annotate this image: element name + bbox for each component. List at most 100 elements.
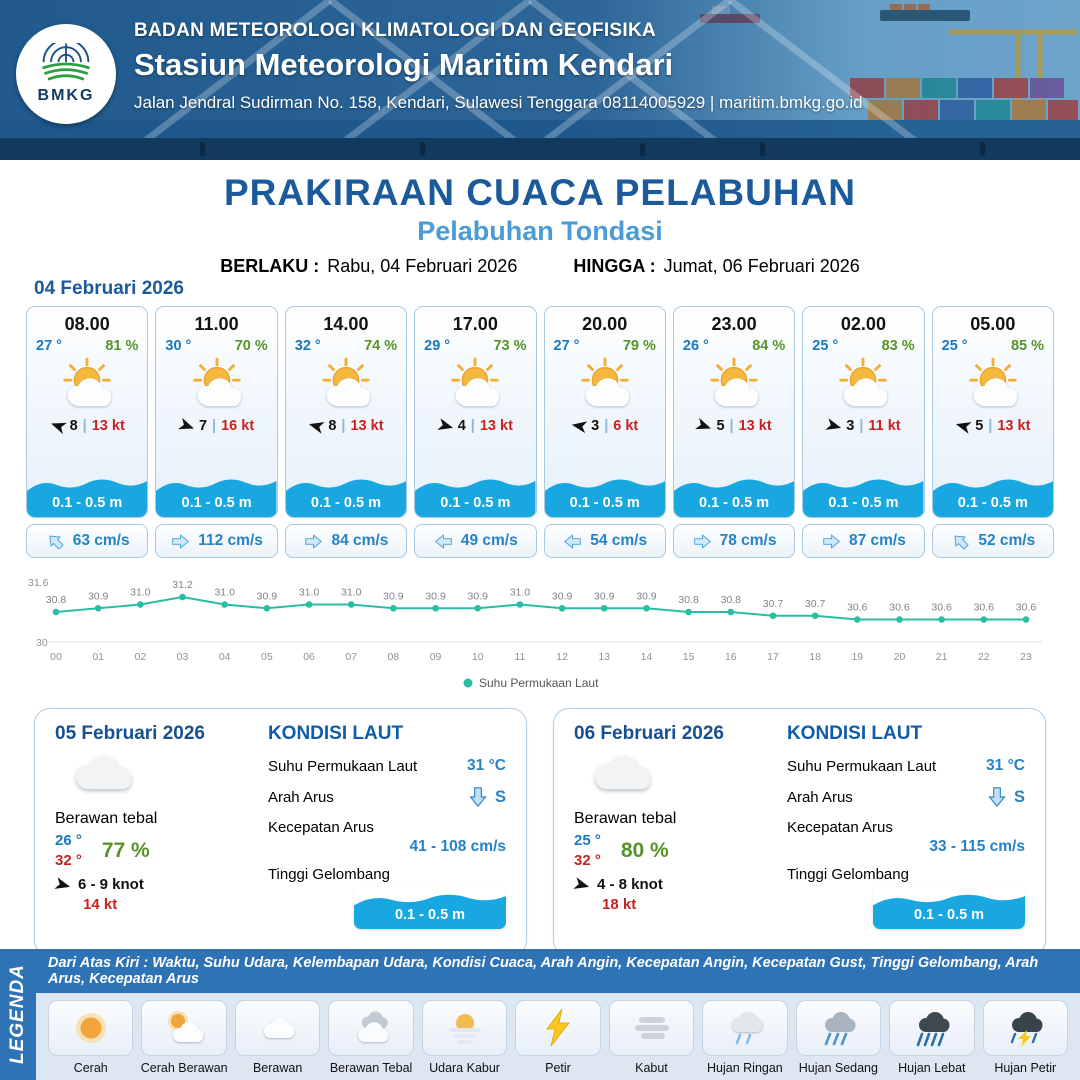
sun-icon bbox=[75, 1013, 106, 1043]
wave-height-value: 0.1 - 0.5 m bbox=[181, 495, 252, 511]
partly-cloudy-icon bbox=[50, 356, 124, 414]
thunderstorm-icon bbox=[1011, 1012, 1043, 1047]
wind-separator: | bbox=[212, 418, 217, 434]
svg-text:30.6: 30.6 bbox=[889, 602, 910, 614]
svg-text:30.9: 30.9 bbox=[383, 590, 404, 602]
wind-speed: 16 kt bbox=[221, 418, 255, 434]
wave-height-box: 0.1 - 0.5 m bbox=[873, 887, 1025, 929]
sun-cloud-icon bbox=[168, 1011, 204, 1042]
wave-height-value: 0.1 - 0.5 m bbox=[569, 495, 640, 511]
current-direction-icon bbox=[693, 533, 711, 549]
forecast-time: 11.00 bbox=[194, 314, 239, 334]
temps-row: 25 ° 32 ° 80 % bbox=[574, 832, 777, 869]
air-temp: 30 ° bbox=[165, 338, 192, 354]
sst-value: 31 °C bbox=[986, 757, 1025, 774]
current-direction-icon bbox=[305, 533, 323, 549]
partly-cloudy-icon bbox=[697, 356, 771, 414]
title-block: PRAKIRAAN CUACA PELABUHAN Pelabuhan Tond… bbox=[0, 160, 1080, 276]
wave-height-band: 0.1 - 0.5 m bbox=[285, 471, 407, 517]
haze-icon bbox=[448, 1014, 481, 1044]
svg-text:30.9: 30.9 bbox=[257, 590, 278, 602]
forecast-date: 04 Februari 2026 bbox=[34, 278, 184, 299]
humidity: 74 % bbox=[364, 338, 398, 354]
wave-height-band: 0.1 - 0.5 m bbox=[27, 471, 148, 517]
station-address: Jalan Jendral Sudirman No. 158, Kendari,… bbox=[134, 93, 863, 112]
wind-speed: 13 kt bbox=[997, 418, 1031, 434]
svg-text:31.6: 31.6 bbox=[28, 577, 49, 589]
legend-label: Cerah Berawan bbox=[140, 1061, 228, 1075]
temps-row: 26 ° 32 ° 77 % bbox=[55, 832, 258, 869]
legend-label: Udara Kabur bbox=[429, 1061, 500, 1075]
legend-label: Berawan Tebal bbox=[329, 1061, 413, 1075]
svg-text:30.8: 30.8 bbox=[678, 594, 699, 606]
legend-label: Petir bbox=[545, 1061, 571, 1075]
wind-speed: 13 kt bbox=[350, 418, 384, 434]
legend-item: Berawan Tebal bbox=[324, 1000, 417, 1075]
wind-force: 5 bbox=[975, 418, 984, 434]
svg-text:30: 30 bbox=[36, 637, 48, 649]
svg-text:30.8: 30.8 bbox=[721, 594, 742, 606]
svg-text:15: 15 bbox=[683, 651, 695, 663]
moderate-rain-icon bbox=[825, 1012, 856, 1046]
wind-direction-icon bbox=[571, 421, 588, 434]
wave-height-band: 0.1 - 0.5 m bbox=[803, 471, 924, 517]
wind-speed: 11 kt bbox=[868, 418, 901, 434]
gust-value: 18 kt bbox=[602, 896, 637, 913]
valid-until-value: Jumat, 06 Februari 2026 bbox=[663, 256, 860, 276]
valid-from-label: BERLAKU : bbox=[220, 256, 320, 276]
page-title: PRAKIRAAN CUACA PELABUHAN bbox=[223, 172, 857, 213]
svg-text:31.0: 31.0 bbox=[341, 587, 362, 599]
wind-separator: | bbox=[859, 418, 864, 434]
legend-label: Hujan Sedang bbox=[798, 1061, 878, 1075]
air-temp: 26 ° bbox=[682, 338, 709, 354]
humidity: 85 % bbox=[1010, 338, 1044, 354]
forecast-card: 02.00 25 ° 83 % 3 | 11 kt 0.1 - 0.5 m bbox=[802, 306, 925, 558]
wind-direction-icon bbox=[573, 876, 590, 889]
wind-row: 5 | 13 kt bbox=[695, 417, 772, 434]
current-direction-icon bbox=[823, 533, 841, 549]
partly-cloudy-icon bbox=[180, 356, 254, 414]
hourly-forecast-section: 04 Februari 2026 08.00 27 ° 81 % 8 | 13 k… bbox=[0, 278, 1080, 558]
legend-label: Kabut bbox=[635, 1061, 668, 1075]
legend-label: Hujan Ringan bbox=[707, 1061, 783, 1075]
lightning-icon bbox=[546, 1008, 570, 1047]
daily-summary-card: 06 Februari 2026 Berawan tebal 25 ° 32 °… bbox=[553, 708, 1046, 956]
validity-row: BERLAKU : Rabu, 04 Februari 2026 HINGGA … bbox=[0, 256, 1080, 277]
wind-force: 7 bbox=[198, 418, 208, 434]
min-temp: 26 ° bbox=[55, 832, 82, 849]
svg-text:30.8: 30.8 bbox=[46, 594, 67, 606]
svg-text:21: 21 bbox=[936, 651, 948, 663]
max-temp: 32 ° bbox=[574, 852, 601, 869]
current-direction-value: S bbox=[987, 787, 1025, 807]
legend-item: Cerah bbox=[44, 1000, 137, 1075]
header: BMKG BADAN METEOROLOGI KLIMATOLOGI DAN G… bbox=[0, 0, 1080, 160]
svg-text:19: 19 bbox=[851, 651, 863, 663]
wave-height-band: 0.1 - 0.5 m bbox=[415, 471, 536, 517]
forecast-card-main: 02.00 25 ° 83 % 3 | 11 kt 0.1 - 0.5 m bbox=[802, 306, 925, 518]
svg-text:31.2: 31.2 bbox=[172, 579, 193, 591]
svg-text:30.9: 30.9 bbox=[425, 590, 446, 602]
wind-range: 6 - 9 knot bbox=[78, 876, 144, 893]
forecast-time: 02.00 bbox=[840, 314, 886, 334]
sea-surface-temp-chart: 31.6 30 30.8 00 30.9 01 31.0 02 31.2 03 31.0 04 30.9… bbox=[26, 564, 1054, 696]
forecast-card-main: 20.00 27 ° 79 % 3 | 6 kt 0.1 - 0.5 m bbox=[543, 306, 666, 518]
wind-row: 6 - 9 knot bbox=[54, 876, 258, 893]
svg-text:30.9: 30.9 bbox=[552, 590, 573, 602]
partly-cloudy-icon bbox=[826, 356, 900, 414]
current-direction-value: S bbox=[468, 787, 506, 807]
wind-row: 4 | 13 kt bbox=[437, 418, 513, 434]
current-speed-label: Kecepatan Arus bbox=[267, 819, 374, 836]
forecast-card-main: 05.00 25 ° 85 % 5 | 13 kt 0.1 - 0.5 m bbox=[931, 306, 1054, 518]
wind-separator: | bbox=[341, 418, 346, 434]
forecast-card: 20.00 27 ° 79 % 3 | 6 kt 0.1 - 0.5 m bbox=[543, 306, 666, 558]
current-speed-range: 33 - 115 cm/s bbox=[929, 838, 1025, 855]
wave-height-value: 0.1 - 0.5 m bbox=[52, 495, 123, 511]
partly-cloudy-icon bbox=[956, 356, 1030, 414]
cloud-icon bbox=[76, 756, 131, 789]
legend-item: Petir bbox=[511, 1000, 604, 1075]
humidity: 84 % bbox=[752, 338, 786, 354]
svg-text:05: 05 bbox=[261, 651, 273, 663]
legend-item: Berawan bbox=[231, 1000, 324, 1075]
wind-separator: | bbox=[470, 418, 475, 434]
